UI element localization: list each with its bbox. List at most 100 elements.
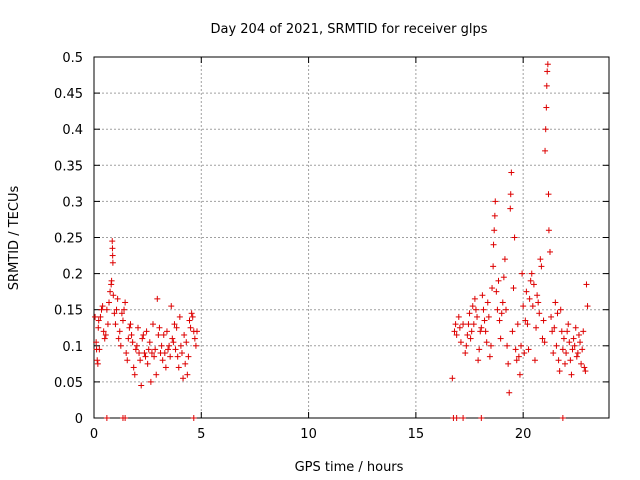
data-point bbox=[464, 331, 471, 338]
ticks: 0 0.05 0.1 0.15 0.2 0.25 0.3 0.35 0.4 0.45 0.5 0 5 10… bbox=[54, 51, 609, 442]
data-point bbox=[194, 328, 200, 335]
data-point bbox=[141, 350, 148, 357]
chart-title: Day 204 of 2021, SRMTID for receiver glp… bbox=[210, 22, 487, 37]
data-point bbox=[543, 82, 550, 89]
data-point bbox=[559, 415, 566, 421]
data-point bbox=[550, 350, 557, 357]
data-point bbox=[497, 335, 504, 342]
data-point bbox=[174, 353, 181, 360]
data-point bbox=[158, 342, 165, 349]
data-point bbox=[535, 299, 542, 306]
data-point bbox=[110, 292, 117, 299]
data-point bbox=[126, 324, 133, 331]
data-point bbox=[94, 360, 101, 367]
data-point bbox=[129, 339, 136, 346]
data-point bbox=[505, 360, 512, 367]
data-point bbox=[146, 339, 153, 346]
data-point bbox=[501, 256, 508, 263]
data-point bbox=[564, 328, 571, 335]
data-point bbox=[102, 331, 109, 338]
data-point bbox=[579, 346, 586, 353]
data-point bbox=[496, 317, 503, 324]
data-point bbox=[109, 245, 116, 252]
data-point bbox=[582, 368, 589, 375]
data-point bbox=[112, 321, 119, 328]
data-point bbox=[569, 346, 576, 353]
data-point bbox=[92, 313, 99, 320]
data-point bbox=[123, 350, 130, 357]
data-point bbox=[477, 328, 484, 335]
data-point bbox=[171, 321, 178, 328]
grid-lines bbox=[94, 57, 609, 418]
data-point bbox=[584, 303, 591, 310]
y-tick-label: 0 bbox=[75, 412, 83, 427]
data-point bbox=[524, 321, 531, 328]
data-point bbox=[554, 310, 561, 317]
data-point bbox=[101, 335, 108, 342]
data-point bbox=[95, 317, 102, 324]
data-point bbox=[93, 339, 100, 346]
data-point bbox=[132, 346, 139, 353]
data-point bbox=[168, 303, 175, 310]
data-point bbox=[544, 68, 551, 75]
data-point bbox=[518, 342, 525, 349]
data-point bbox=[449, 375, 456, 382]
data-point bbox=[545, 191, 552, 198]
data-point bbox=[172, 346, 179, 353]
data-point bbox=[544, 61, 551, 68]
data-point bbox=[159, 357, 166, 364]
data-point bbox=[549, 328, 556, 335]
data-point bbox=[124, 357, 131, 364]
data-point bbox=[119, 317, 126, 324]
data-point bbox=[484, 299, 491, 306]
data-point bbox=[552, 299, 559, 306]
data-point bbox=[161, 350, 168, 357]
data-point bbox=[571, 342, 578, 349]
x-tick-label: 0 bbox=[90, 427, 98, 442]
data-point bbox=[460, 415, 467, 421]
data-point bbox=[583, 281, 590, 288]
data-point bbox=[147, 378, 154, 385]
data-point bbox=[145, 346, 152, 353]
data-point bbox=[453, 415, 460, 421]
data-point bbox=[479, 292, 486, 299]
data-point bbox=[185, 353, 192, 360]
data-point bbox=[138, 382, 145, 389]
data-point bbox=[190, 415, 197, 421]
y-tick-label: 0.15 bbox=[54, 304, 83, 319]
data-point bbox=[563, 350, 570, 357]
data-point bbox=[538, 263, 545, 270]
data-point bbox=[106, 299, 113, 306]
data-point bbox=[490, 241, 497, 248]
data-point bbox=[452, 321, 459, 328]
data-point bbox=[476, 346, 483, 353]
data-point bbox=[96, 346, 103, 353]
data-point bbox=[109, 238, 116, 245]
data-point bbox=[465, 321, 472, 328]
data-point bbox=[485, 313, 492, 320]
data-point bbox=[491, 212, 498, 219]
data-point bbox=[486, 353, 493, 360]
data-point bbox=[472, 306, 479, 313]
data-point bbox=[540, 317, 547, 324]
data-point bbox=[548, 313, 555, 320]
data-point bbox=[580, 328, 587, 335]
data-point bbox=[191, 335, 198, 342]
data-point bbox=[131, 371, 138, 378]
y-tick-label: 0.45 bbox=[54, 87, 83, 102]
data-point bbox=[515, 353, 522, 360]
data-point bbox=[542, 147, 549, 154]
data-points bbox=[92, 61, 591, 421]
data-point bbox=[139, 335, 146, 342]
y-tick-label: 0.1 bbox=[62, 340, 83, 355]
data-point bbox=[453, 331, 460, 338]
data-point bbox=[559, 346, 566, 353]
data-point bbox=[456, 324, 463, 331]
data-point bbox=[166, 342, 173, 349]
data-point bbox=[100, 328, 107, 335]
data-point bbox=[537, 256, 544, 263]
data-point bbox=[558, 328, 565, 335]
data-point bbox=[117, 342, 124, 349]
data-point bbox=[553, 342, 560, 349]
